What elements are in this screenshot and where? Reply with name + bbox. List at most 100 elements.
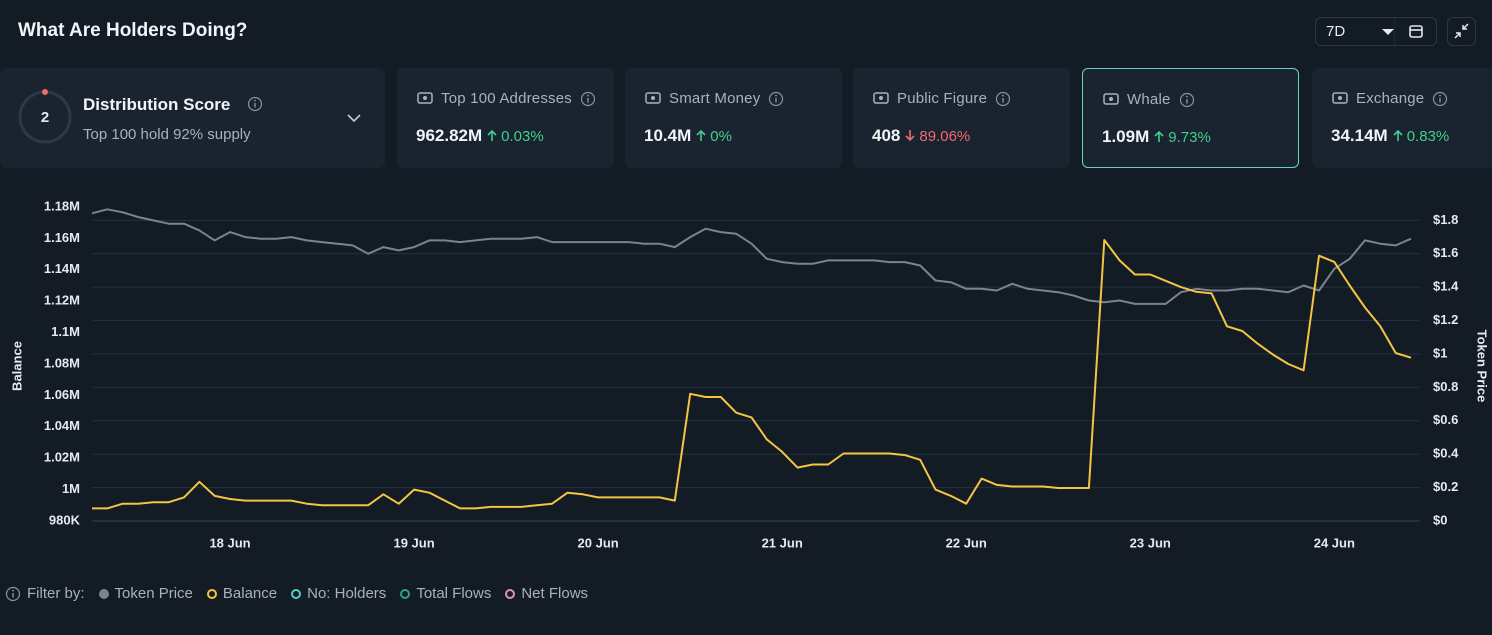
- score-title: Distribution Score: [83, 95, 231, 114]
- card-icon: [417, 92, 433, 104]
- change-arrow: [487, 129, 497, 141]
- legend-item[interactable]: Net Flows: [505, 585, 588, 602]
- legend-item[interactable]: No: Holders: [291, 585, 386, 602]
- series-line: [92, 239, 1412, 510]
- card-icon: [1103, 93, 1119, 105]
- legend-label: Net Flows: [521, 585, 589, 602]
- y-tick-label: 1.18M: [44, 198, 80, 213]
- card-change: 9.73%: [1153, 129, 1211, 146]
- legend-item[interactable]: Total Flows: [400, 585, 491, 602]
- card-icon: [873, 92, 889, 104]
- y2-tick-label: $1.4: [1433, 279, 1459, 294]
- card-label: Whale: [1127, 91, 1194, 108]
- card-value: 408 89.06%: [872, 126, 970, 146]
- y2-tick-label: $0.6: [1433, 412, 1458, 427]
- card-value: 10.4M 0%: [644, 126, 732, 146]
- card-value-text: 408: [872, 126, 901, 145]
- collapse-button[interactable]: [1447, 17, 1476, 46]
- metric-card[interactable]: Whale 1.09M 9.73%: [1082, 68, 1299, 168]
- metric-card[interactable]: Top 100 Addresses 962.82M 0.03%: [397, 68, 614, 168]
- legend-label: Balance: [222, 585, 278, 602]
- y2-tick-label: $1.8: [1433, 212, 1458, 227]
- info-icon[interactable]: [247, 96, 263, 112]
- change-arrow: [696, 129, 706, 141]
- y2-tick-label: $1: [1433, 345, 1447, 360]
- info-icon[interactable]: [995, 91, 1011, 107]
- change-arrow: [1393, 129, 1403, 141]
- x-tick-label: 22 Jun: [946, 535, 987, 550]
- card-change-text: 0%: [710, 128, 732, 145]
- metric-card[interactable]: Smart Money 10.4M 0%: [625, 68, 842, 168]
- y-tick-label: 1.12M: [44, 293, 80, 308]
- card-label: Top 100 Addresses: [441, 90, 596, 107]
- legend-marker: [505, 588, 516, 599]
- card-value-text: 34.14M: [1331, 126, 1388, 145]
- card-label: Exchange: [1356, 90, 1448, 107]
- legend-marker: [98, 588, 109, 599]
- y-tick-label: 1.06M: [44, 387, 80, 402]
- y2-tick-label: $0.2: [1433, 479, 1458, 494]
- card-value-text: 10.4M: [644, 126, 692, 145]
- collapse-icon: [1454, 23, 1469, 39]
- y2-axis-label: Token Price: [1475, 330, 1490, 403]
- x-tick-label: 20 Jun: [578, 535, 619, 550]
- distribution-card[interactable]: 2 Distribution Score Top 100 hold 92% su…: [0, 68, 385, 168]
- card-value-text: 962.82M: [416, 126, 483, 145]
- legend-marker: [291, 588, 302, 599]
- period-select[interactable]: 7D: [1315, 17, 1437, 46]
- caret-icon: [1382, 28, 1394, 35]
- y-axis-label: Balance: [9, 341, 24, 391]
- period-label: 7D: [1326, 23, 1346, 40]
- legend-label: Total Flows: [416, 585, 492, 602]
- y-tick-label: 980K: [49, 512, 81, 527]
- info-icon: [5, 586, 21, 601]
- info-icon[interactable]: [580, 91, 596, 107]
- y-tick-label: 1M: [62, 481, 80, 496]
- y2-tick-label: $0.4: [1433, 446, 1459, 461]
- legend: Filter by: Token Price Balance No: Holders…: [5, 585, 588, 602]
- x-tick-label: 19 Jun: [393, 535, 434, 550]
- filter-title: Filter by:: [27, 585, 85, 602]
- score-ring: [18, 89, 72, 144]
- legend-item[interactable]: Balance: [206, 585, 278, 602]
- card-value-text: 1.09M: [1102, 127, 1150, 146]
- y2-tick-label: $0: [1433, 512, 1447, 527]
- expand-icon[interactable]: [347, 113, 361, 123]
- card-change-text: 0.83%: [1406, 128, 1450, 145]
- x-tick-label: 24 Jun: [1314, 535, 1355, 550]
- card-icon: [1332, 92, 1348, 104]
- calendar-icon[interactable]: [1394, 18, 1436, 45]
- card-change: 0.03%: [486, 128, 544, 145]
- legend-label: Token Price: [114, 585, 193, 602]
- metric-card[interactable]: Public Figure 408 89.06%: [853, 68, 1070, 168]
- card-change: 0%: [695, 128, 732, 145]
- x-tick-label: 23 Jun: [1130, 535, 1171, 550]
- card-change-text: 9.73%: [1168, 129, 1211, 146]
- legend-item[interactable]: Token Price: [98, 585, 193, 602]
- legend-label: No: Holders: [307, 585, 387, 602]
- change-arrow: [1154, 130, 1164, 142]
- card-label: Public Figure: [897, 90, 1011, 107]
- card-icon: [645, 92, 661, 104]
- info-icon[interactable]: [1179, 92, 1195, 108]
- card-value: 1.09M 9.73%: [1102, 127, 1211, 147]
- card-change: 0.83%: [1392, 128, 1450, 145]
- y2-tick-label: $0.8: [1433, 379, 1458, 394]
- info-icon[interactable]: [768, 91, 784, 107]
- x-tick-label: 18 Jun: [209, 535, 250, 550]
- y-tick-label: 1.1M: [51, 324, 80, 339]
- series-line: [91, 208, 1412, 305]
- card-change: 89.06%: [904, 128, 970, 145]
- score-subtitle: Top 100 hold 92% supply: [83, 126, 251, 143]
- score-value: 2: [40, 109, 50, 126]
- card-row: 2 Distribution Score Top 100 hold 92% su…: [0, 68, 1492, 168]
- legend-marker: [400, 588, 411, 599]
- info-icon[interactable]: [1432, 91, 1448, 107]
- legend-marker: [206, 588, 217, 599]
- y-tick-label: 1.14M: [44, 261, 80, 276]
- y2-tick-label: $1.2: [1433, 312, 1458, 327]
- metric-card[interactable]: Exchange 34.14M 0.83%: [1312, 68, 1492, 168]
- x-tick-label: 21 Jun: [762, 535, 803, 550]
